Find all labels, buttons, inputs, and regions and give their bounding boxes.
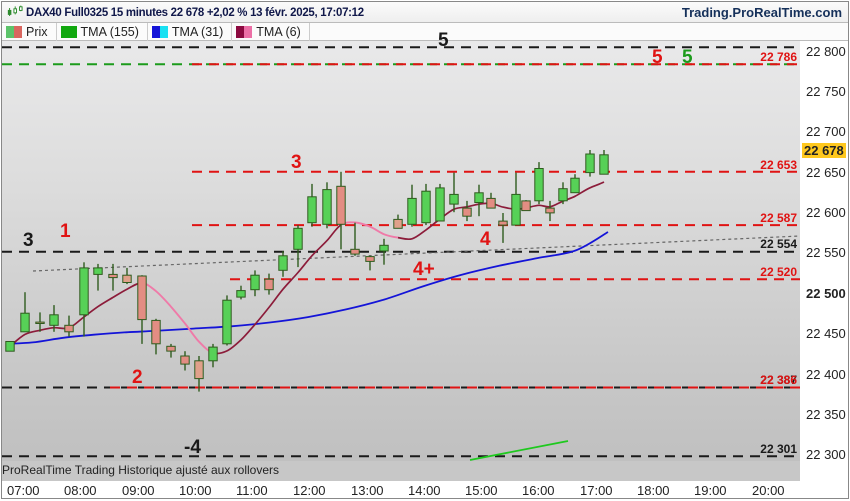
svg-text:22 520: 22 520 [760, 265, 797, 279]
svg-text:22 786: 22 786 [760, 50, 797, 64]
svg-text:22 386: 22 386 [760, 373, 797, 387]
svg-text:22 554: 22 554 [760, 237, 797, 251]
svg-text:22 301: 22 301 [760, 442, 797, 456]
svg-text:22 653: 22 653 [760, 158, 797, 172]
svg-text:22 587: 22 587 [760, 211, 797, 225]
